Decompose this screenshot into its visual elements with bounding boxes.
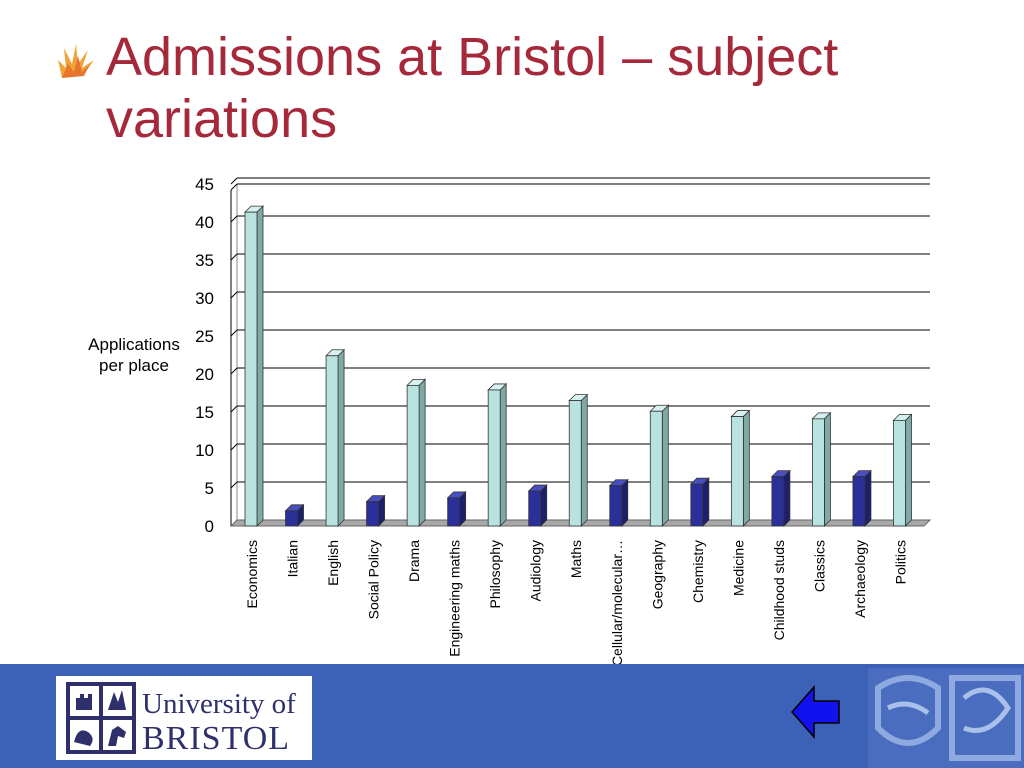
y-tick-label: 30 (195, 289, 214, 308)
gridline-side (230, 253, 238, 261)
bar (892, 413, 913, 527)
y-tick-label: 0 (205, 517, 214, 536)
x-tick-label: Geography (649, 540, 665, 609)
bar (649, 404, 670, 527)
y-axis-label: Applications per place (88, 335, 180, 375)
x-tick-label: Engineering maths (447, 540, 463, 657)
bar-front (487, 389, 501, 527)
bar-side (864, 469, 872, 527)
gridline-side (230, 215, 238, 223)
bar-side (499, 382, 507, 527)
gridline-side (230, 177, 238, 185)
x-tick-label: Audiology (528, 540, 544, 602)
gridline-side (230, 481, 238, 489)
x-tick-label: Philosophy (487, 540, 503, 609)
bar (770, 469, 791, 527)
y-tick-label: 35 (195, 251, 214, 270)
bar-front (690, 483, 704, 527)
bar-side (540, 484, 548, 527)
x-tick-label: English (325, 540, 341, 586)
y-tick-label: 40 (195, 213, 214, 232)
y-tick-label: 25 (195, 327, 214, 346)
slide-title: Admissions at Bristol – subject variatio… (106, 27, 839, 149)
bar-side (621, 478, 629, 527)
bar (446, 490, 467, 527)
bar-side (702, 477, 710, 527)
x-tick-label: Italian (285, 540, 301, 577)
bar-side (742, 409, 750, 527)
bar-side (256, 205, 264, 527)
x-tick-label: Economics (244, 540, 260, 608)
y-tick-label: 10 (195, 441, 214, 460)
x-tick-label: Classics (811, 540, 827, 592)
x-tick-label: Medicine (730, 540, 746, 596)
bar-side (824, 411, 831, 527)
university-name-line2: BRISTOL (142, 720, 291, 757)
y-tick-label: 15 (195, 403, 214, 422)
bar (851, 469, 872, 527)
university-name-line1: University of (142, 688, 296, 720)
x-tick-label: Drama (406, 540, 422, 582)
bar (325, 348, 346, 527)
bar-front (649, 410, 663, 527)
bar (284, 503, 305, 527)
bar-front (366, 501, 379, 527)
bar-front (893, 419, 906, 527)
bar-front (730, 416, 744, 527)
x-tick-label: Politics (892, 540, 908, 584)
bar-front (406, 384, 420, 527)
x-tick-label: Childhood studs (771, 540, 787, 640)
bar-front (285, 510, 298, 527)
bar-side (783, 469, 791, 527)
gridline-side (230, 367, 238, 375)
bar-side (905, 413, 912, 527)
x-tick-label: Social Policy (366, 540, 382, 619)
bar-front (244, 211, 258, 527)
bar-front (771, 476, 785, 527)
bar-side (337, 348, 345, 527)
bar (689, 477, 710, 527)
gridline-side (230, 329, 238, 337)
bar-side (580, 393, 588, 527)
bar (527, 484, 548, 527)
x-tick-label: Chemistry (690, 540, 706, 603)
bar-side (418, 378, 426, 527)
bar-side (661, 404, 669, 527)
bar (730, 409, 751, 527)
bar-front (812, 418, 825, 527)
bar-front (325, 355, 339, 527)
university-logo: University of BRISTOL (56, 676, 312, 760)
bar-front (447, 497, 461, 527)
bar-front (609, 485, 623, 527)
bar (811, 411, 832, 527)
bar (406, 378, 427, 527)
x-tick-label: Maths (568, 540, 584, 578)
back-arrow-icon[interactable] (790, 684, 842, 740)
bar-front (852, 476, 866, 527)
gridline-side (230, 443, 238, 451)
bar (244, 205, 264, 527)
y-tick-label: 20 (195, 365, 214, 384)
x-tick-label: Archaeology (852, 540, 868, 618)
y-axis-top-edge (230, 183, 238, 191)
gridline-side (230, 291, 238, 299)
crest-watermark-icon (868, 668, 1024, 768)
x-tick-label: Cellular/molecular… (609, 540, 625, 666)
bar-chart: 0 5 10 15 20 25 30 35 40 45 Economics Italian Englis… (195, 175, 932, 666)
y-tick-label: 5 (205, 479, 214, 498)
y-tick-label: 45 (195, 175, 214, 194)
bar (365, 494, 386, 527)
bar (608, 478, 629, 527)
university-crest-icon (66, 682, 136, 754)
gridline-side (230, 405, 238, 413)
bar (568, 393, 589, 527)
bar (487, 382, 508, 527)
bar-front (528, 490, 542, 527)
bar-front (568, 400, 582, 527)
sunburst-logo-icon (58, 44, 94, 78)
